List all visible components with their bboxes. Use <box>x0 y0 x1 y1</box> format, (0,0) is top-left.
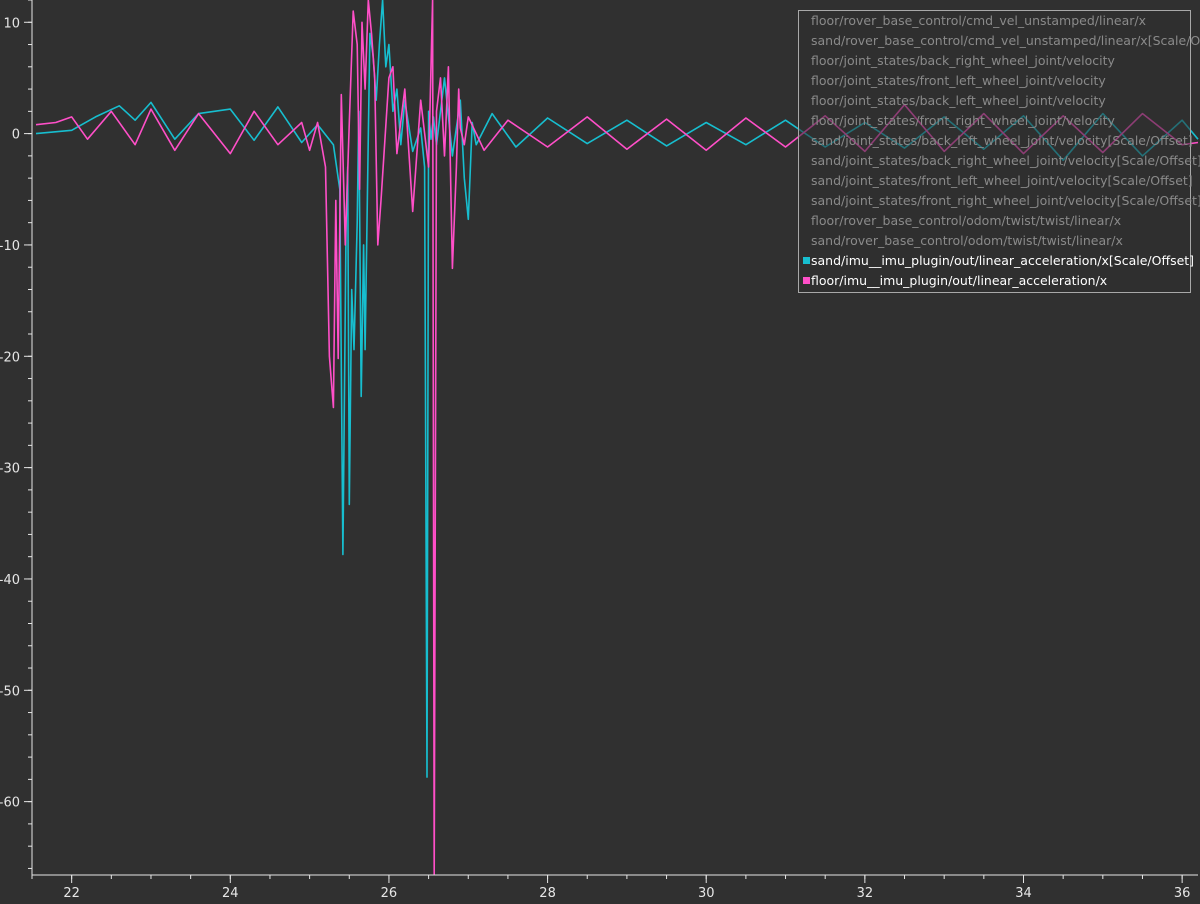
legend-item[interactable]: sand/imu__imu_plugin/out/linear_accelera… <box>803 253 1194 268</box>
y-tick-label: 0 <box>12 128 20 143</box>
x-tick-label: 34 <box>1015 886 1032 900</box>
y-tick-label: -40 <box>0 573 20 588</box>
legend-label: floor/rover_base_control/cmd_vel_unstamp… <box>811 13 1146 28</box>
legend-item[interactable]: sand/joint_states/back_right_wheel_joint… <box>811 153 1200 168</box>
legend-label: floor/joint_states/front_right_wheel_joi… <box>811 113 1116 128</box>
x-tick-label: 30 <box>698 886 715 900</box>
legend-item[interactable]: floor/joint_states/back_right_wheel_join… <box>811 53 1115 68</box>
legend-label: floor/rover_base_control/odom/twist/twis… <box>811 213 1121 228</box>
legend-item[interactable]: sand/joint_states/back_left_wheel_joint/… <box>811 133 1193 148</box>
legend-item[interactable]: floor/rover_base_control/odom/twist/twis… <box>811 213 1121 228</box>
x-tick-label: 24 <box>222 886 239 900</box>
legend-item[interactable]: sand/rover_base_control/odom/twist/twist… <box>811 233 1123 248</box>
legend-label: sand/rover_base_control/odom/twist/twist… <box>811 233 1123 248</box>
y-tick-label: 10 <box>3 16 20 31</box>
y-tick-label: -30 <box>0 462 20 477</box>
x-tick-label: 36 <box>1174 886 1191 900</box>
legend-label: sand/joint_states/back_right_wheel_joint… <box>811 153 1200 168</box>
legend-item[interactable]: sand/joint_states/front_left_wheel_joint… <box>811 173 1193 188</box>
legend-label: floor/joint_states/back_left_wheel_joint… <box>811 93 1106 108</box>
legend[interactable]: floor/rover_base_control/cmd_vel_unstamp… <box>799 11 1200 293</box>
legend-swatch <box>803 277 810 284</box>
legend-label: floor/joint_states/back_right_wheel_join… <box>811 53 1115 68</box>
legend-label: floor/joint_states/front_left_wheel_join… <box>811 73 1106 88</box>
legend-label: sand/joint_states/back_left_wheel_joint/… <box>811 133 1193 148</box>
legend-item[interactable]: sand/rover_base_control/cmd_vel_unstampe… <box>811 33 1200 48</box>
y-tick-label: -10 <box>0 239 20 254</box>
legend-item[interactable]: floor/joint_states/front_left_wheel_join… <box>811 73 1106 88</box>
legend-label: sand/joint_states/front_right_wheel_join… <box>811 193 1200 208</box>
legend-swatch <box>803 257 810 264</box>
legend-item[interactable]: floor/rover_base_control/cmd_vel_unstamp… <box>811 13 1146 28</box>
legend-item[interactable]: floor/joint_states/back_left_wheel_joint… <box>811 93 1106 108</box>
legend-item[interactable]: sand/joint_states/front_right_wheel_join… <box>811 193 1200 208</box>
x-tick-label: 22 <box>63 886 80 900</box>
legend-item[interactable]: floor/imu__imu_plugin/out/linear_acceler… <box>803 273 1107 288</box>
legend-item[interactable]: floor/joint_states/front_right_wheel_joi… <box>811 113 1116 128</box>
legend-label: sand/imu__imu_plugin/out/linear_accelera… <box>811 253 1194 268</box>
legend-label: sand/joint_states/front_left_wheel_joint… <box>811 173 1193 188</box>
y-tick-label: -20 <box>0 350 20 365</box>
legend-label: sand/rover_base_control/cmd_vel_unstampe… <box>811 33 1200 48</box>
y-tick-label: -50 <box>0 684 20 699</box>
x-tick-label: 26 <box>381 886 398 900</box>
x-tick-label: 28 <box>539 886 556 900</box>
x-tick-label: 32 <box>857 886 874 900</box>
legend-label: floor/imu__imu_plugin/out/linear_acceler… <box>811 273 1107 288</box>
y-tick-label: -60 <box>0 796 20 811</box>
